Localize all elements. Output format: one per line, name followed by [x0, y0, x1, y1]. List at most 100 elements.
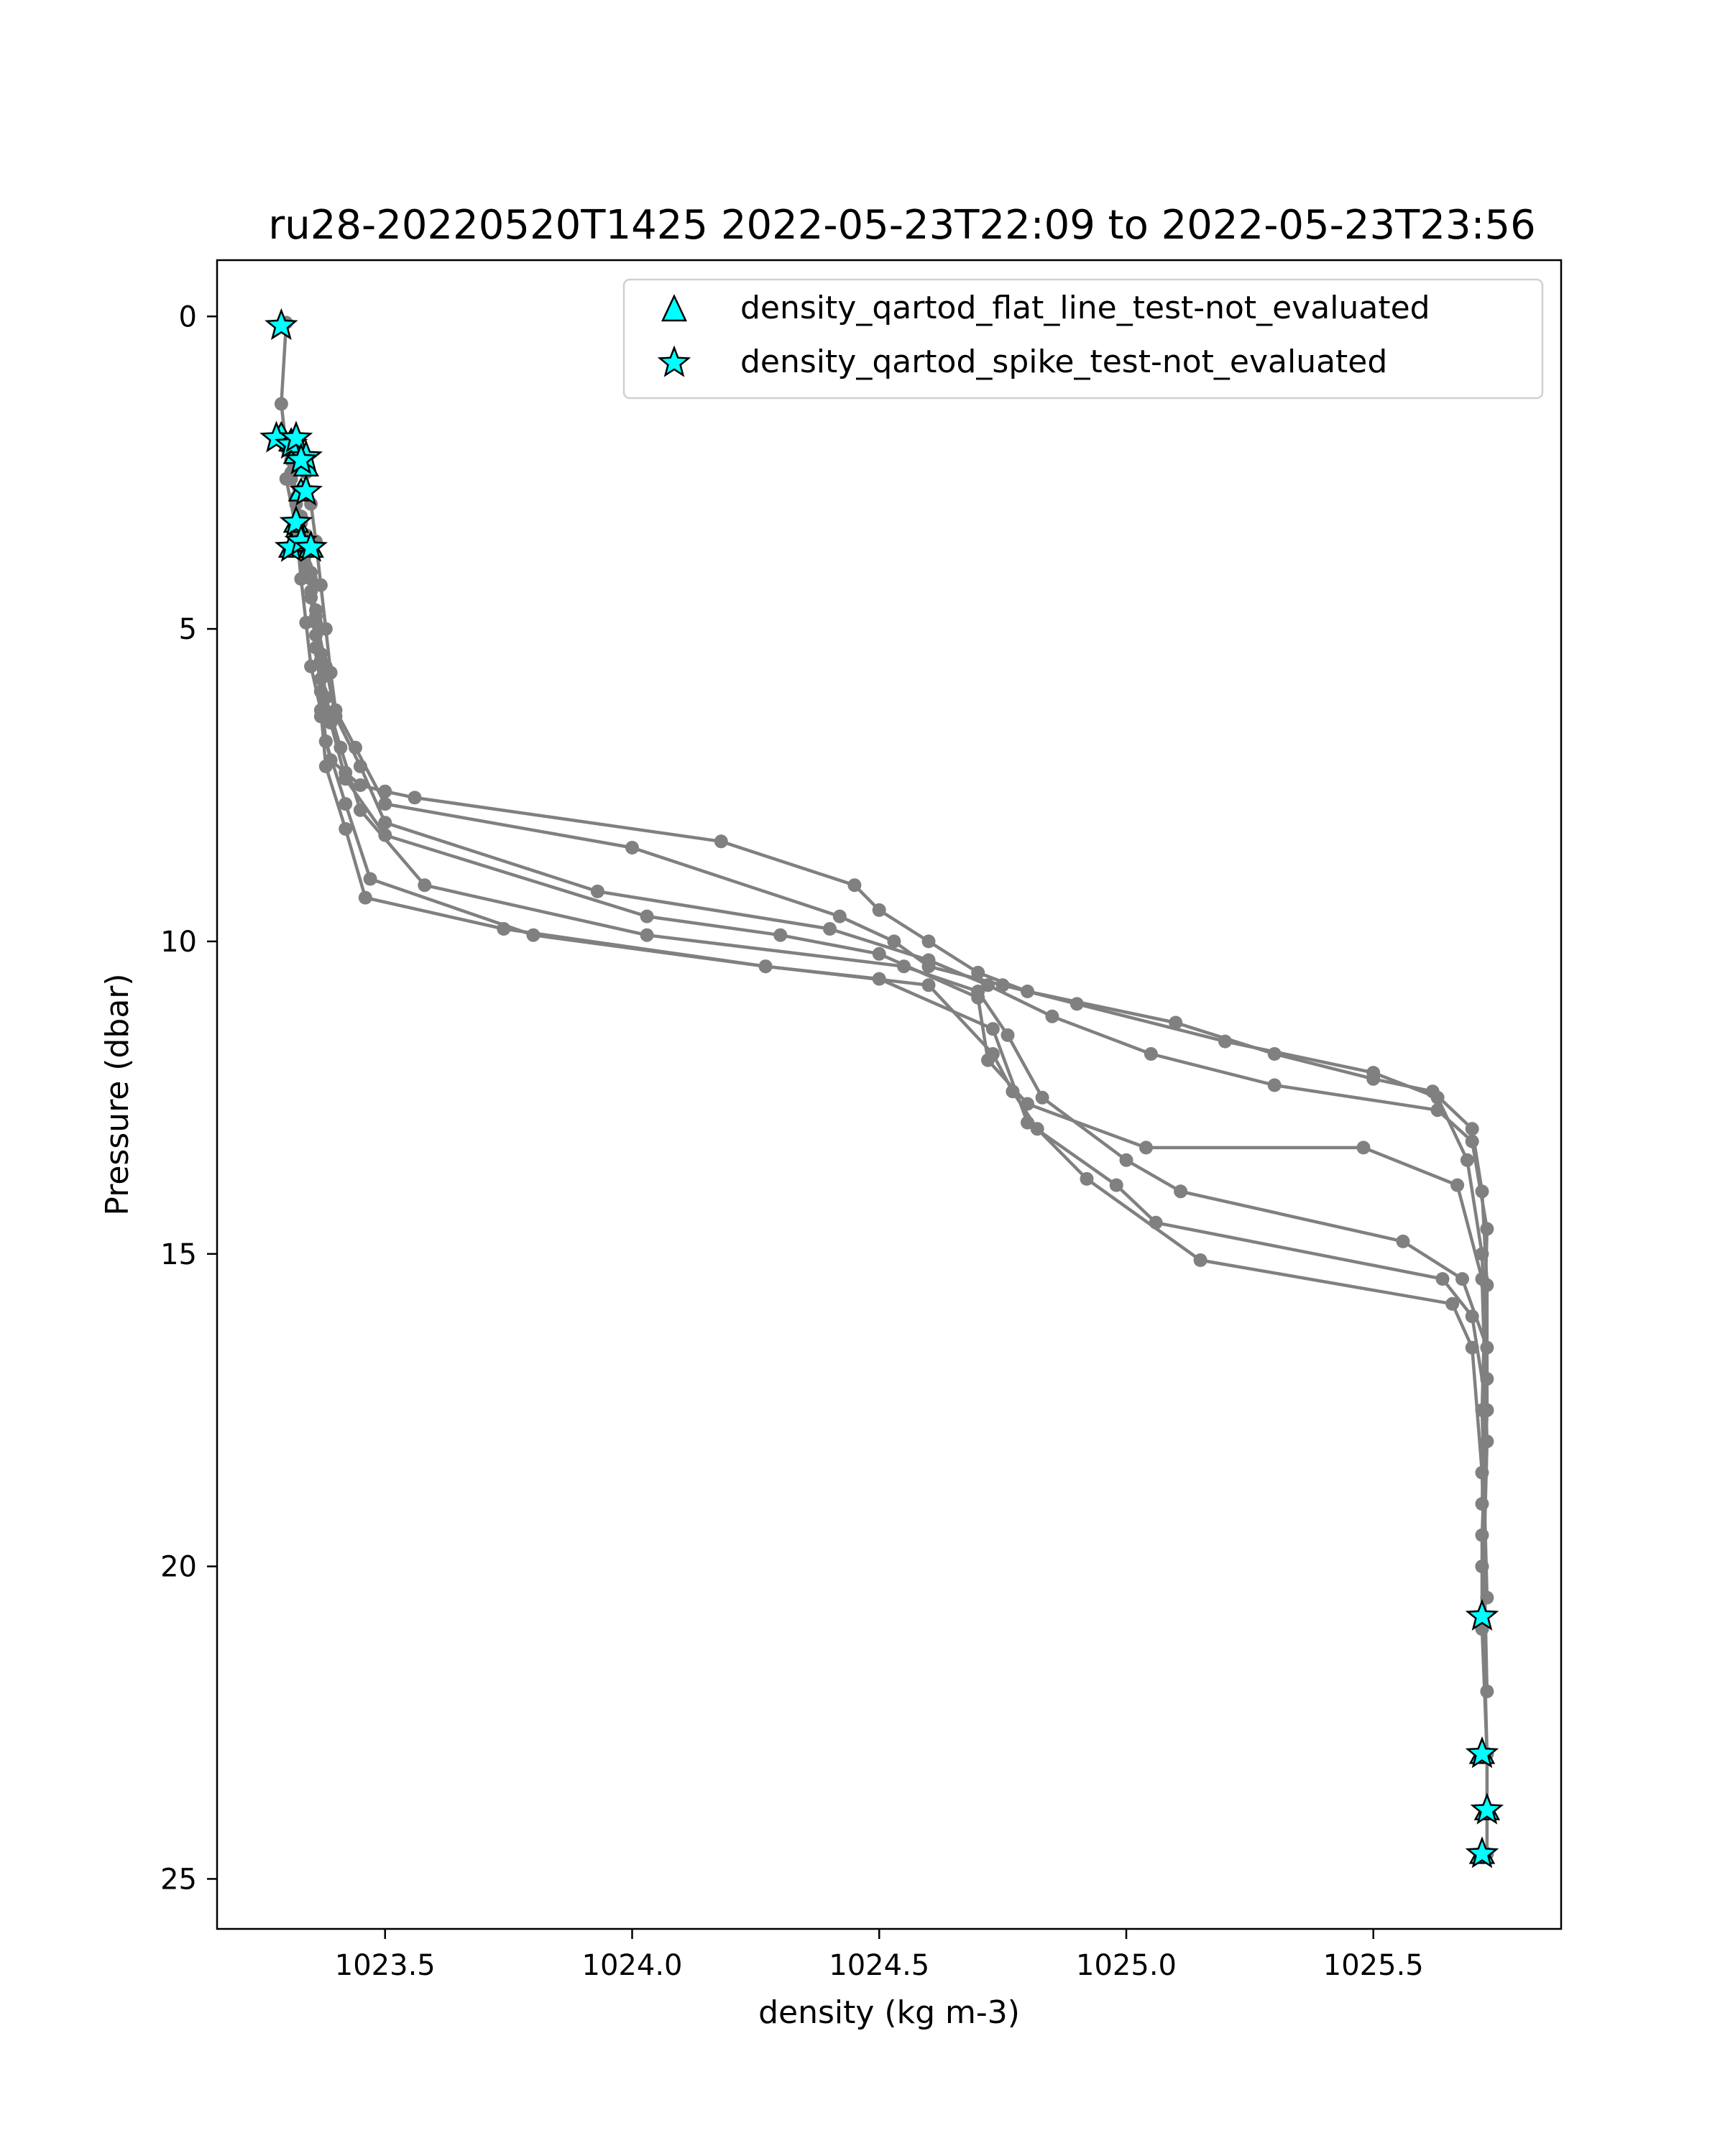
profile-point: [981, 978, 995, 992]
profile-point: [1169, 1015, 1183, 1030]
profile-point: [318, 622, 333, 636]
y-tick-label: 25: [160, 1863, 197, 1896]
profile-point: [872, 946, 886, 961]
profile-point: [353, 778, 367, 792]
profile-point: [887, 934, 901, 949]
profile-point: [1480, 1403, 1494, 1417]
spike-markers: [259, 308, 1504, 1869]
profile-point: [1356, 1141, 1371, 1155]
legend-label-flat-line: density_qartod_flat_line_test-not_evalua…: [740, 290, 1430, 326]
spike-marker: [284, 442, 318, 475]
profile-point: [1475, 1560, 1489, 1574]
x-axis-label: density (kg m-3): [758, 1994, 1020, 2031]
profile-point: [353, 803, 367, 817]
x-tick-label: 1023.5: [335, 1949, 436, 1982]
profile-point: [1480, 1222, 1494, 1236]
profile-point: [294, 572, 308, 586]
profile-point: [1445, 1296, 1460, 1311]
profile-point: [1465, 1134, 1479, 1148]
profile-point: [1006, 1084, 1020, 1099]
profile-point: [358, 890, 372, 905]
profile-point: [1366, 1066, 1381, 1080]
x-tick-label: 1024.5: [829, 1949, 929, 1982]
profile-point: [832, 909, 847, 923]
profile-point: [299, 615, 313, 630]
profile-point: [1480, 1340, 1494, 1355]
profile-point: [363, 872, 377, 886]
profile-point: [313, 578, 328, 592]
legend: density_qartod_flat_line_test-not_evalua…: [622, 278, 1544, 400]
profile-point: [339, 821, 353, 836]
profile-point: [1119, 1153, 1133, 1167]
profile-point: [1193, 1253, 1208, 1267]
profile-point: [921, 934, 936, 949]
profile-point: [1035, 1090, 1049, 1105]
profile-point: [1139, 1141, 1153, 1155]
profile-point: [847, 878, 862, 893]
spike-marker: [279, 505, 313, 537]
profile-point: [1455, 1272, 1469, 1286]
profile-point: [304, 659, 318, 673]
spike-marker: [264, 308, 298, 341]
profile-point: [378, 828, 392, 842]
y-tick-label: 10: [160, 926, 197, 959]
spike-marker: [289, 474, 323, 506]
profile-point: [1465, 1309, 1479, 1324]
profile-point: [378, 797, 392, 811]
profile-point: [590, 884, 604, 898]
legend-label-spike: density_qartod_spike_test-not_evaluated: [740, 344, 1387, 380]
profile-point: [823, 922, 837, 936]
profile-point: [758, 959, 773, 974]
profile-point: [985, 1022, 1000, 1036]
profile-point: [378, 816, 392, 830]
profile-point: [1475, 1272, 1489, 1286]
profile-point: [1396, 1234, 1410, 1248]
y-axis: 0 5 10 15 20 25: [160, 300, 217, 1896]
y-tick-label: 20: [160, 1551, 197, 1584]
x-tick-label: 1025.0: [1076, 1949, 1177, 1982]
spike-marker: [1465, 1736, 1499, 1769]
profile-point: [625, 841, 639, 854]
legend-box: [622, 278, 1544, 400]
profile-point: [921, 953, 936, 967]
chart-title: ru28-20220520T1425 2022-05-23T22:09 to 2…: [268, 202, 1535, 249]
profile-point: [985, 1047, 1000, 1061]
x-tick-label: 1024.0: [582, 1949, 683, 1982]
spike-marker: [294, 530, 328, 562]
profile-point: [279, 471, 293, 486]
profile-point: [1070, 997, 1084, 1011]
profile-point: [1465, 1122, 1479, 1136]
profile-point: [313, 684, 328, 699]
profile-line: [294, 503, 1489, 1692]
profile-point: [640, 928, 654, 942]
profile-point: [318, 759, 333, 773]
profile-point: [1480, 1685, 1494, 1698]
profile-point: [872, 903, 886, 917]
spike-marker: [1470, 1792, 1504, 1825]
profile-point: [1430, 1103, 1445, 1118]
profile-point: [1109, 1178, 1123, 1192]
profile-point: [334, 740, 348, 755]
profile-point: [1475, 1465, 1489, 1480]
profile-point: [1465, 1340, 1479, 1355]
profile-point: [318, 734, 333, 749]
spike-marker: [279, 420, 313, 453]
profile-point: [897, 959, 911, 974]
profile-point: [1144, 1047, 1158, 1061]
x-tick-label: 1025.5: [1323, 1949, 1424, 1982]
profile-point: [1267, 1078, 1282, 1092]
y-tick-label: 5: [179, 613, 197, 646]
legend-triangle-marker: [661, 294, 687, 322]
y-tick-label: 15: [160, 1238, 197, 1271]
profile-point: [971, 965, 985, 980]
profile-point: [1174, 1184, 1188, 1199]
profile-point: [408, 791, 422, 805]
profile-point: [353, 759, 367, 773]
profile-point: [1000, 1028, 1015, 1042]
plot-area: [259, 308, 1504, 1869]
profile-point: [1460, 1153, 1474, 1167]
profile-line: [289, 472, 1489, 1504]
profile-point: [773, 928, 788, 942]
profile-point: [339, 797, 353, 811]
